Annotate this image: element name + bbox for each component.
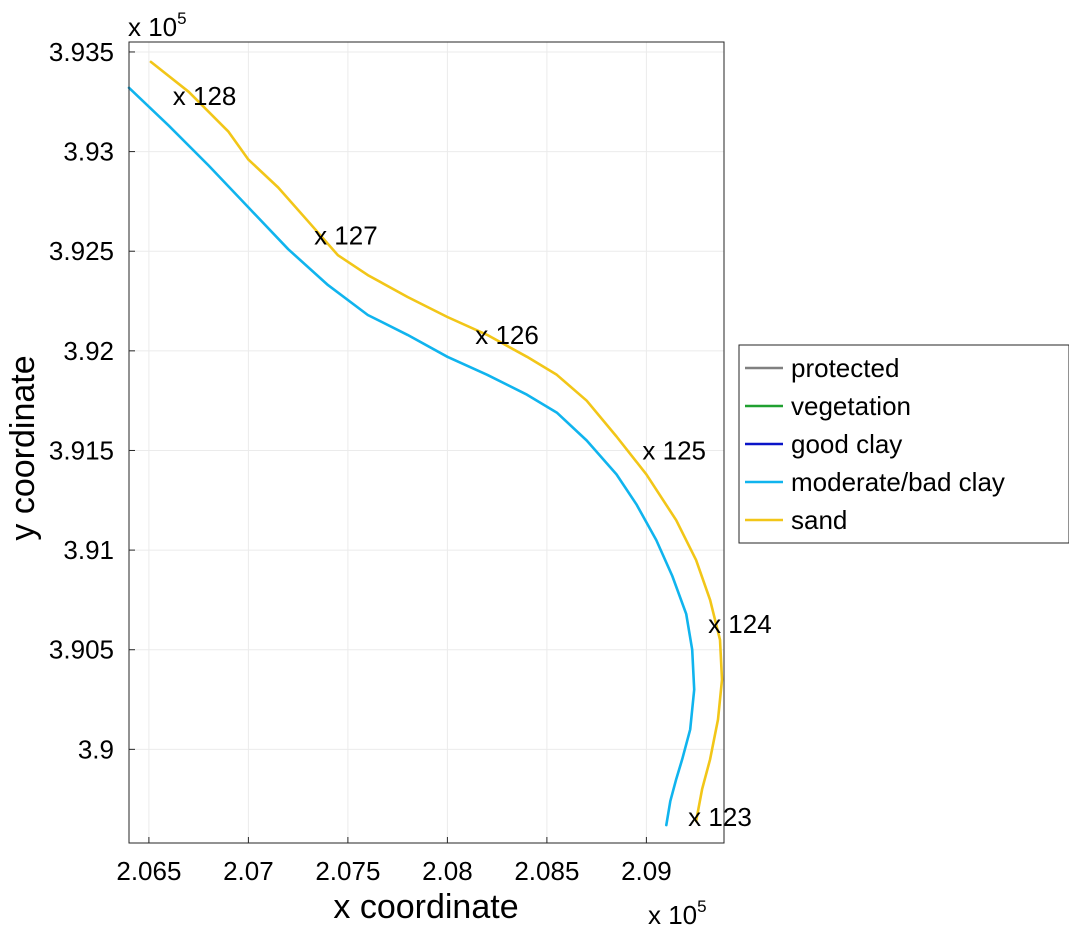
y-axis-multiplier-exponent: 5 [177,9,186,28]
legend-label: vegetation [791,391,911,421]
point-annotation: x 124 [708,609,772,639]
legend: protected vegetation good clay moderate/bad… [738,344,1069,544]
x-tick-label: 2.075 [315,856,380,886]
x-axis-multiplier: x 105 [648,897,707,927]
legend-box [738,344,1069,544]
y-tick-label: 3.9 [78,734,114,764]
y-tick-label: 3.935 [49,37,114,67]
y-tick-label: 3.91 [63,535,114,565]
x-tick-label: 2.09 [621,856,672,886]
y-tick-label: 3.92 [63,336,114,366]
y-axis-multiplier: x 105 [128,9,187,42]
x-tick-label: 2.065 [116,856,181,886]
x-tick-label: 2.07 [223,856,274,886]
point-annotation: x 127 [314,220,378,250]
x-tick-label: 2.085 [514,856,579,886]
annotations: x 128 x 127 x 126 x 125 x 124 x 123 [173,81,772,832]
point-annotation: x 123 [688,802,752,832]
y-axis-label: y coordinate [4,355,42,540]
series-line-moderate-bad-clay [127,86,696,827]
legend-label: good clay [791,429,902,459]
legend-label: moderate/bad clay [791,467,1005,497]
plot-frame [128,41,725,844]
y-ticks: 3.9 3.905 3.91 3.915 3.92 3.925 3.93 3.935 [49,37,135,764]
y-tick-label: 3.905 [49,635,114,665]
grid [129,42,724,843]
legend-entries: protected vegetation good clay moderate/bad… [745,353,1005,535]
x-axis-multiplier-exponent: 5 [697,897,706,916]
legend-label: sand [791,505,847,535]
x-ticks: 2.065 2.07 2.075 2.08 2.085 2.09 [116,837,672,886]
series-line-sand [149,60,724,823]
point-annotation: x 125 [642,435,706,465]
point-annotation: x 126 [475,320,539,350]
y-tick-label: 3.915 [49,435,114,465]
y-tick-label: 3.925 [49,236,114,266]
x-tick-label: 2.08 [422,856,473,886]
y-tick-label: 3.93 [63,137,114,167]
x-axis-label: x coordinate [333,888,518,926]
legend-label: protected [791,353,899,383]
series-layer [127,60,724,827]
point-annotation: x 128 [173,81,237,111]
